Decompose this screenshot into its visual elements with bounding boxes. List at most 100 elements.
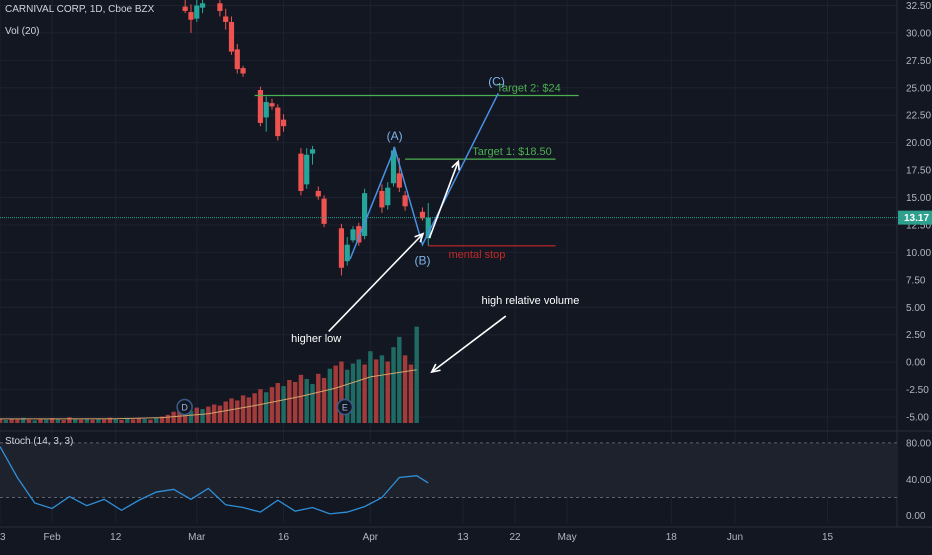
candle-body (188, 12, 194, 20)
date-axis-tick: 12 (110, 532, 122, 543)
stoch-indicator-label: Stoch (14, 3, 3) (5, 436, 74, 447)
marker-dividend-circle (176, 398, 193, 416)
date-axis: 23 Feb 12 Mar 16 Apr 13 22 May 18 Jun 15 (0, 532, 834, 543)
price-axis-tick: 32.50 (906, 1, 931, 12)
date-axis-tick: May (558, 532, 577, 543)
candle-body (402, 195, 408, 207)
grid (0, 0, 897, 523)
volume-bar (350, 363, 356, 423)
volume-bar (165, 414, 171, 423)
candle-body (361, 193, 368, 236)
stoch-band (0, 442, 897, 498)
volume-bar (304, 378, 309, 423)
symbol-title: CARNIVAL CORP, 1D, Cboe BZX (5, 4, 155, 15)
price-axis-tick: 27.50 (906, 56, 931, 67)
volume-bar (223, 401, 228, 423)
candle-body (280, 119, 287, 127)
price-axis-tick: 2.50 (906, 330, 926, 341)
target-arrow-shaft (428, 161, 460, 239)
candle-body (344, 244, 350, 262)
target1-label: Target 1: $18.50 (472, 146, 552, 158)
candle-body (419, 211, 426, 219)
volume-bar (229, 398, 234, 423)
volume-bar (200, 409, 205, 423)
last-price-label: 13.17 (904, 213, 929, 224)
high-volume-arrow-head (430, 363, 441, 374)
last-price-badge (898, 210, 932, 225)
volume-bar (96, 418, 101, 423)
volume-bar (252, 393, 257, 423)
candle-body (385, 187, 391, 206)
date-axis-tick: 13 (457, 532, 469, 543)
volume-bar (73, 418, 78, 423)
stoch-axis-tick: 0.00 (906, 511, 926, 522)
volume-bar (287, 379, 292, 423)
marker-earnings-label: E (342, 403, 348, 413)
candle-body (379, 190, 385, 208)
candle-body (240, 68, 246, 74)
price-axis-tick: 10.00 (906, 248, 931, 259)
wave-b-label: (B) (414, 254, 430, 268)
volume-bar (148, 419, 153, 423)
candle-body (275, 107, 281, 137)
price-axis-tick: 20.00 (906, 138, 931, 149)
volume-bar (240, 395, 246, 423)
volume-bar (345, 369, 350, 423)
volume-bar (292, 382, 298, 423)
volume-bar (3, 419, 8, 423)
stoch-line (0, 446, 429, 515)
volume-bars (0, 326, 419, 423)
volume-bar (38, 418, 43, 423)
volume-bar (55, 419, 61, 423)
volume-bar (362, 364, 367, 423)
volume-bar (264, 392, 269, 423)
volume-bar (0, 418, 3, 423)
price-axis-tick: 5.00 (906, 303, 926, 314)
volume-bar (159, 416, 165, 423)
higher-low-label: higher low (291, 333, 341, 345)
volume-bar (275, 383, 280, 423)
volume-bar (26, 419, 32, 423)
wave-c-label: (C) (488, 74, 505, 88)
volume-bar (217, 405, 223, 423)
annotations: Target 2: $24 Target 1: $18.50 mental stop… (176, 74, 579, 416)
candles (182, 0, 431, 276)
date-axis-tick: Mar (188, 532, 206, 543)
volume-bar (408, 364, 414, 423)
volume-bar (142, 418, 147, 423)
candle-body (390, 150, 397, 184)
volume-bar (78, 419, 84, 423)
candle-body (338, 228, 345, 268)
volume-bar (298, 374, 304, 423)
volume-bar (379, 355, 385, 423)
volume-bar (136, 417, 142, 423)
volume-bar (32, 420, 37, 423)
volume-bar (211, 404, 217, 423)
date-axis-tick: 22 (509, 532, 521, 543)
candle-body (269, 103, 275, 107)
volume-bar (316, 373, 321, 423)
high-volume-label: high relative volume (481, 295, 579, 307)
stoch-axis: 80.00 40.00 0.00 (906, 438, 931, 522)
stoch-axis-tick: 80.00 (906, 438, 931, 449)
volume-bar (206, 406, 211, 423)
volume-bar (67, 417, 72, 423)
volume-bar (327, 368, 333, 423)
higher-low-arrow-shaft (328, 233, 424, 332)
marker-earnings-circle (336, 398, 354, 416)
candle-body (217, 3, 223, 11)
volume-ma-line (0, 369, 417, 420)
volume-bar (321, 377, 327, 423)
volume-bar (90, 419, 95, 423)
price-axis-tick: 22.50 (906, 111, 931, 122)
volume-bar (235, 400, 240, 423)
volume-bar (246, 397, 252, 423)
date-axis-tick: Apr (363, 532, 379, 543)
higher-low-arrow-head (414, 232, 425, 243)
volume-bar (310, 384, 315, 423)
candle-body (257, 89, 264, 123)
price-axis: 32.50 30.00 27.50 25.00 22.50 20.00 17.50 15.00… (906, 1, 931, 424)
high-volume-arrow-shaft (431, 315, 507, 373)
